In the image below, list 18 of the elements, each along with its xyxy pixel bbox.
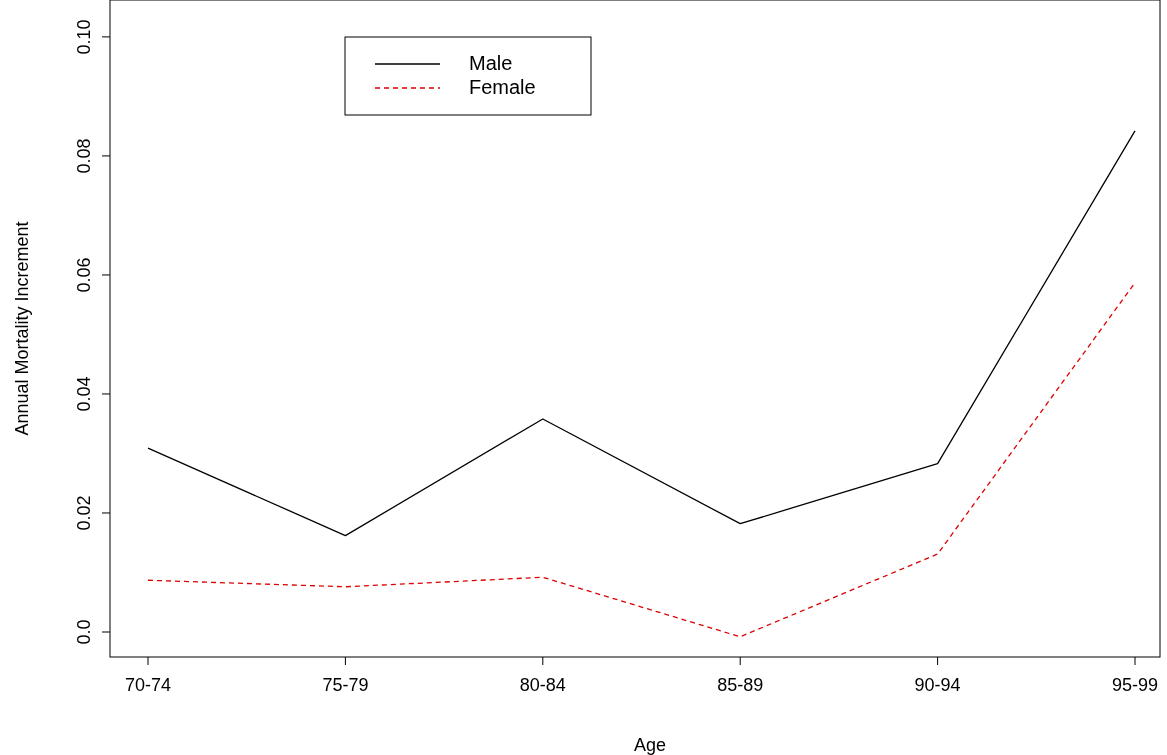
line-series: [147, 282, 1136, 638]
legend-label: Female: [469, 76, 536, 98]
y-tick-label: 0.10: [74, 19, 94, 55]
x-tick-label: 95-99: [1111, 675, 1159, 695]
line-series: [147, 130, 1136, 537]
y-tick-label: 0.02: [74, 495, 94, 531]
x-axis-title: Age: [633, 735, 667, 755]
x-tick-label: 75-79: [322, 675, 369, 695]
x-tick-label: 70-74: [124, 675, 172, 695]
legend-label: Male: [469, 52, 513, 74]
x-tick-label: 85-89: [717, 675, 764, 695]
x-tick-label: 90-94: [914, 675, 961, 695]
y-tick-label: 0.0: [74, 619, 94, 645]
x-tick-label: 80-84: [519, 675, 566, 695]
y-tick-label: 0.04: [74, 376, 94, 412]
y-tick-label: 0.08: [74, 138, 94, 174]
y-tick-label: 0.06: [74, 257, 94, 293]
y-axis-title: Annual Mortality Increment: [12, 221, 32, 436]
